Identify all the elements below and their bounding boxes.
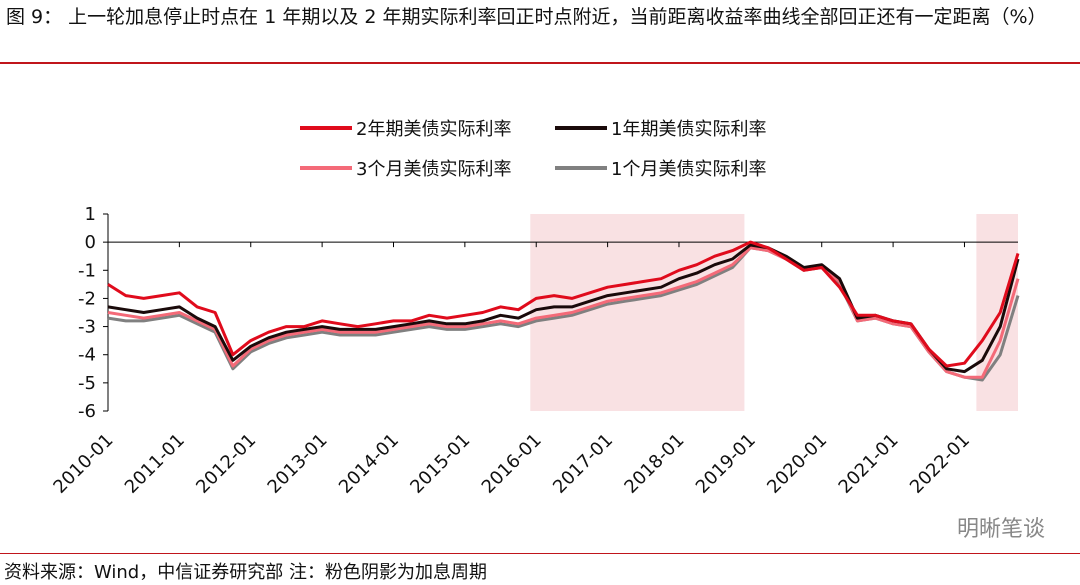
x-tick-label: 2019-01 <box>692 430 760 498</box>
y-tick-label: -6 <box>78 401 96 422</box>
y-tick-label: -1 <box>78 260 96 281</box>
legend-label: 1个月美债实际利率 <box>611 159 766 180</box>
series-line <box>107 246 1020 379</box>
x-tick-label: 2022-01 <box>906 430 974 498</box>
source-note: 资料来源：Wind，中信证券研究部 注：粉色阴影为加息周期 <box>4 562 487 583</box>
y-tick-label: 0 <box>85 232 96 253</box>
x-tick-label: 2017-01 <box>549 430 617 498</box>
x-tick-label: 2010-01 <box>49 430 117 498</box>
x-tick-label: 2012-01 <box>192 430 260 498</box>
x-tick-label: 2015-01 <box>406 430 474 498</box>
rule <box>0 553 1080 554</box>
chart: 明晰笔谈 1 0 -1 -2 -3 -4 -5 -6 2010-01 2011-01 2012-01… <box>49 119 1045 542</box>
legend-label: 1年期美债实际利率 <box>611 119 766 140</box>
watermark: 明晰笔谈 <box>957 517 1045 542</box>
x-tick-label: 2011-01 <box>121 430 189 498</box>
x-tick-label: 2016-01 <box>478 430 546 498</box>
x-tick-label: 2014-01 <box>335 430 403 498</box>
legend-label: 2年期美债实际利率 <box>356 119 511 140</box>
title: 图 9： 上一轮加息停止时点在 1 年期以及 2 年期实际利率回正时点附近，当前… <box>6 6 1047 28</box>
y-tick-label: -5 <box>78 373 96 394</box>
x-tick-label: 2013-01 <box>264 430 332 498</box>
x-tick-label: 2020-01 <box>763 430 831 498</box>
legend-label: 3个月美债实际利率 <box>356 159 511 180</box>
x-tick-label: 2021-01 <box>835 430 903 498</box>
y-tick-label: -2 <box>78 288 96 309</box>
y-tick-label: -4 <box>78 345 96 366</box>
rule <box>0 62 1080 64</box>
y-tick-label: -3 <box>78 317 96 338</box>
y-tick-label: 1 <box>85 204 96 225</box>
x-tick-label: 2018-01 <box>620 430 688 498</box>
series-line <box>107 240 1020 368</box>
